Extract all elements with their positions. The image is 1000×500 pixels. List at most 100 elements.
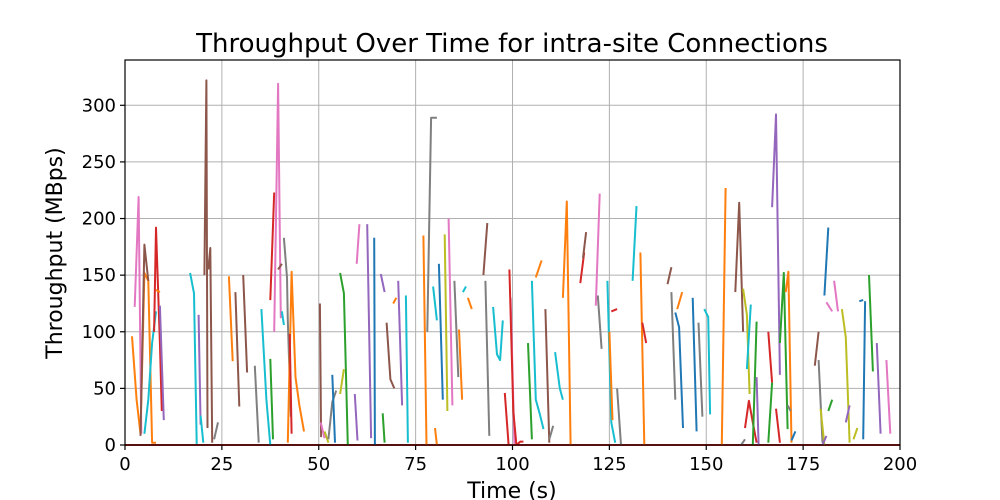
- series-line-87: [734, 201, 745, 332]
- series-line-37: [373, 237, 376, 446]
- series-line-8: [189, 272, 198, 444]
- series-line-96: [771, 113, 781, 375]
- series-line-79: [666, 266, 673, 285]
- series-line-67: [561, 200, 572, 446]
- series-line-74: [610, 308, 618, 313]
- y-tick-label: 150: [82, 265, 116, 286]
- x-axis-ticks: 0 25 50 75 100 125 150 175 200: [119, 445, 917, 475]
- series-line-90: [745, 304, 752, 370]
- series-line-91: [744, 399, 758, 443]
- series-line-55: [482, 223, 489, 276]
- series-line-76: [631, 206, 638, 281]
- series-line-9: [197, 314, 202, 425]
- series-line-13: [213, 422, 219, 440]
- series-line-60: [508, 269, 524, 446]
- series-line-29: [323, 431, 330, 444]
- series-line-10: [199, 415, 205, 443]
- x-tick-label: 0: [119, 454, 130, 475]
- series-line-80: [670, 292, 677, 400]
- series-line-44: [422, 235, 428, 446]
- series-line-73: [608, 331, 614, 421]
- series-line-112: [852, 427, 859, 440]
- y-tick-label: 0: [105, 435, 116, 456]
- series-line-104: [819, 408, 826, 446]
- series-line-78: [641, 322, 648, 344]
- series-line-63: [534, 260, 543, 278]
- series-line-117: [885, 360, 892, 434]
- series-line-61: [527, 343, 533, 440]
- chart-title: Throughput Over Time for intra-site Conn…: [195, 29, 828, 59]
- series-line-109: [833, 280, 839, 312]
- series-line-107: [825, 301, 834, 312]
- series-line-40: [385, 322, 396, 389]
- series-line-18: [260, 309, 272, 446]
- series-line-38: [379, 273, 386, 293]
- series-line-115: [868, 275, 874, 372]
- series-line-82: [676, 291, 684, 310]
- series-line-35: [355, 224, 361, 264]
- series-line-71: [596, 295, 603, 349]
- series-line-45: [426, 116, 437, 332]
- series-line-114: [862, 301, 867, 440]
- y-tick-label: 50: [93, 378, 116, 399]
- x-tick-label: 200: [883, 454, 917, 475]
- x-tick-label: 175: [786, 454, 820, 475]
- series-line-25: [286, 270, 305, 443]
- series-line-2: [133, 196, 143, 434]
- series-line-101: [790, 431, 797, 441]
- series-line-46: [432, 286, 438, 321]
- series-line-108: [827, 399, 834, 412]
- series-line-41: [397, 280, 404, 406]
- x-tick-label: 150: [689, 454, 723, 475]
- x-axis-label: Time (s): [466, 479, 556, 500]
- series-line-43: [404, 295, 409, 443]
- x-tick-label: 125: [592, 454, 626, 475]
- series-line-17: [253, 365, 260, 443]
- x-tick-label: 50: [307, 454, 330, 475]
- series-line-23: [280, 311, 285, 326]
- y-axis-ticks: 0 50 100 150 200 250 300: [82, 95, 125, 456]
- series-line-15: [234, 292, 241, 407]
- series-line-52: [458, 329, 464, 400]
- series-line-105: [821, 435, 828, 446]
- series-line-5: [153, 226, 163, 412]
- series-line-106: [823, 227, 830, 296]
- series-line-65: [548, 425, 555, 440]
- series-line-31: [331, 374, 336, 443]
- series-line-75: [616, 388, 622, 446]
- series-line-28: [319, 422, 326, 439]
- series-line-113: [859, 299, 864, 303]
- series-line-3: [139, 243, 150, 436]
- series-line-62: [530, 280, 545, 430]
- series-line-58: [503, 392, 510, 446]
- series-line-21: [273, 82, 282, 332]
- series-line-84: [697, 322, 704, 417]
- series-line-50: [447, 218, 454, 406]
- series-line-97: [775, 408, 781, 443]
- series-line-93: [755, 377, 760, 446]
- series-line-88: [742, 288, 751, 395]
- series-line-39: [381, 413, 386, 443]
- series-line-34: [353, 393, 359, 441]
- series-line-49: [443, 234, 449, 412]
- series-line-99: [784, 270, 793, 443]
- series-line-64: [544, 309, 551, 443]
- series-line-57: [492, 306, 504, 362]
- series-line-51: [453, 280, 460, 378]
- series-line-83: [691, 297, 698, 432]
- series-line-69: [582, 231, 588, 259]
- series-line-48: [437, 263, 444, 400]
- y-tick-label: 250: [82, 152, 116, 173]
- y-tick-label: 200: [82, 209, 116, 230]
- series-line-30: [327, 390, 338, 440]
- x-tick-label: 25: [210, 454, 233, 475]
- series-line-7: [158, 305, 165, 421]
- series-line-20: [269, 192, 276, 301]
- series-line-72: [606, 280, 617, 443]
- series-line-56: [484, 280, 491, 436]
- series-line-85: [703, 308, 712, 415]
- series-line-36: [366, 224, 373, 439]
- series-line-116: [875, 343, 882, 434]
- series-line-89: [740, 438, 746, 446]
- series-line-16: [242, 275, 249, 373]
